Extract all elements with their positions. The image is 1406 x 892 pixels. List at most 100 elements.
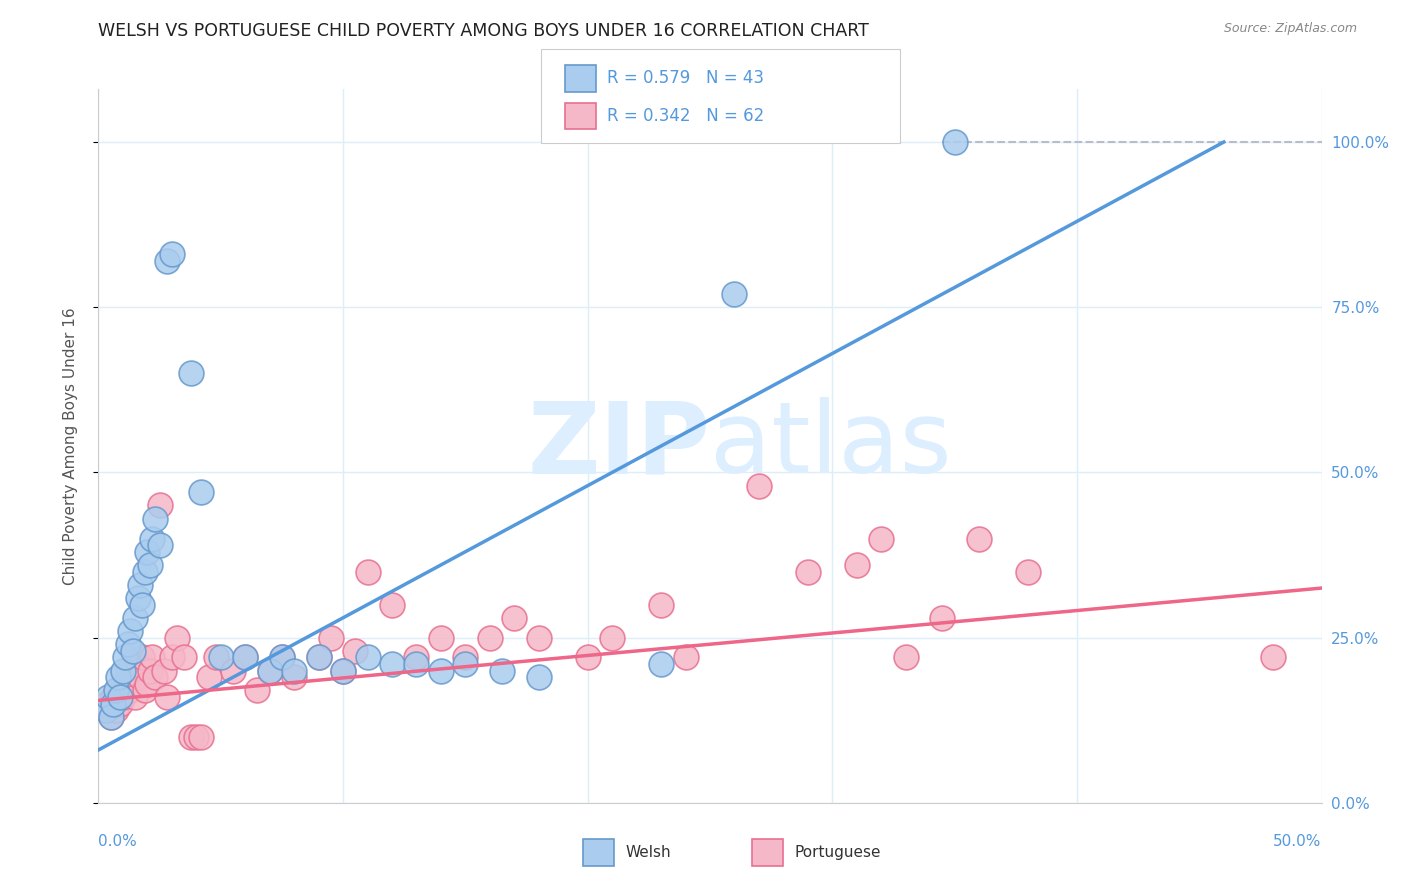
Point bbox=[894, 650, 917, 665]
Point bbox=[117, 664, 139, 678]
Point bbox=[100, 710, 122, 724]
Point bbox=[97, 690, 120, 704]
Point bbox=[454, 650, 477, 665]
Point bbox=[205, 650, 228, 665]
Point bbox=[491, 664, 513, 678]
Point bbox=[283, 664, 305, 678]
Point bbox=[149, 538, 172, 552]
Point bbox=[121, 644, 143, 658]
Point bbox=[94, 697, 117, 711]
Point bbox=[190, 485, 212, 500]
Point bbox=[723, 287, 745, 301]
Point bbox=[270, 650, 294, 665]
Point bbox=[131, 598, 153, 612]
Point bbox=[127, 657, 149, 671]
Point bbox=[149, 499, 172, 513]
Point bbox=[134, 683, 156, 698]
Point bbox=[870, 532, 893, 546]
Point bbox=[100, 710, 122, 724]
Point bbox=[141, 650, 163, 665]
Point bbox=[173, 650, 195, 665]
Point bbox=[430, 664, 453, 678]
Point bbox=[503, 611, 526, 625]
Point bbox=[101, 697, 124, 711]
Point bbox=[1017, 565, 1039, 579]
Point bbox=[153, 664, 176, 678]
Point bbox=[356, 650, 378, 665]
Point bbox=[143, 511, 166, 525]
Point bbox=[160, 650, 183, 665]
Text: R = 0.579   N = 43: R = 0.579 N = 43 bbox=[607, 70, 765, 87]
Point bbox=[675, 650, 697, 665]
Point bbox=[127, 591, 149, 605]
Point bbox=[454, 657, 477, 671]
Point bbox=[405, 657, 427, 671]
Point bbox=[332, 664, 354, 678]
Point bbox=[308, 650, 330, 665]
Point bbox=[527, 670, 550, 684]
Point bbox=[166, 631, 188, 645]
Point bbox=[180, 730, 202, 744]
Point bbox=[270, 650, 294, 665]
Point bbox=[381, 657, 404, 671]
Point bbox=[197, 670, 219, 684]
Point bbox=[114, 677, 136, 691]
Point bbox=[139, 558, 162, 572]
Text: ZIP: ZIP bbox=[527, 398, 710, 494]
Point bbox=[111, 690, 134, 704]
Point bbox=[94, 703, 117, 717]
Point bbox=[124, 611, 146, 625]
Point bbox=[259, 664, 281, 678]
Point bbox=[121, 670, 143, 684]
Point bbox=[650, 657, 672, 671]
Point bbox=[156, 690, 179, 704]
Point bbox=[246, 683, 269, 698]
Point bbox=[111, 664, 134, 678]
Point bbox=[967, 532, 990, 546]
Point bbox=[120, 624, 142, 638]
Point bbox=[1261, 650, 1284, 665]
Point bbox=[101, 690, 124, 704]
Point bbox=[129, 670, 152, 684]
Point bbox=[104, 703, 127, 717]
Point bbox=[931, 611, 953, 625]
Text: WELSH VS PORTUGUESE CHILD POVERTY AMONG BOYS UNDER 16 CORRELATION CHART: WELSH VS PORTUGUESE CHILD POVERTY AMONG … bbox=[98, 22, 869, 40]
Point bbox=[209, 650, 232, 665]
Point bbox=[943, 135, 966, 149]
Text: 50.0%: 50.0% bbox=[1274, 834, 1322, 849]
Point bbox=[107, 670, 129, 684]
Point bbox=[405, 650, 427, 665]
Point bbox=[233, 650, 256, 665]
Point bbox=[131, 650, 153, 665]
Point bbox=[117, 637, 139, 651]
Point bbox=[576, 650, 599, 665]
Point bbox=[136, 545, 159, 559]
Point bbox=[600, 631, 623, 645]
Point bbox=[356, 565, 378, 579]
Point bbox=[650, 598, 672, 612]
Point bbox=[180, 367, 202, 381]
Point bbox=[319, 631, 342, 645]
Point bbox=[129, 578, 152, 592]
Point bbox=[748, 478, 770, 492]
Text: atlas: atlas bbox=[710, 398, 952, 494]
Point bbox=[143, 670, 166, 684]
Point bbox=[259, 664, 281, 678]
Point bbox=[845, 558, 868, 572]
Point bbox=[283, 670, 305, 684]
Point bbox=[344, 644, 367, 658]
Text: R = 0.342   N = 62: R = 0.342 N = 62 bbox=[607, 107, 765, 125]
Point bbox=[134, 565, 156, 579]
Text: Source: ZipAtlas.com: Source: ZipAtlas.com bbox=[1223, 22, 1357, 36]
Point bbox=[332, 664, 354, 678]
Point bbox=[160, 247, 183, 261]
Point bbox=[114, 650, 136, 665]
Point bbox=[110, 690, 132, 704]
Point bbox=[222, 664, 245, 678]
Point bbox=[107, 683, 129, 698]
Point bbox=[186, 730, 208, 744]
Point bbox=[156, 254, 179, 268]
Point bbox=[104, 683, 127, 698]
Text: Portuguese: Portuguese bbox=[794, 846, 882, 860]
Point bbox=[190, 730, 212, 744]
